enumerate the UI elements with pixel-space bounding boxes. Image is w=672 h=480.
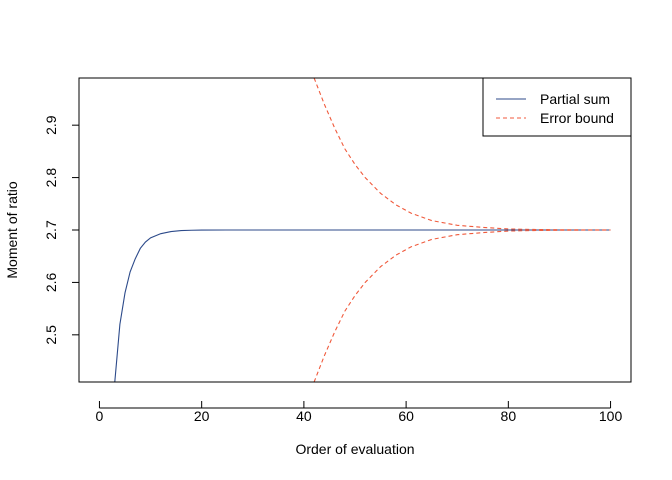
x-tick-label: 60	[398, 408, 414, 424]
x-tick-label: 100	[599, 408, 623, 424]
legend-label: Partial sum	[540, 91, 610, 107]
x-tick-label: 40	[296, 408, 312, 424]
x-axis: 0 20 40 60 80 100	[96, 401, 623, 424]
x-axis-title: Order of evaluation	[295, 441, 414, 457]
y-axis: 2.5 2.6 2.7 2.8 2.9	[43, 115, 80, 345]
series-error-bound-line-2	[313, 229, 611, 382]
y-tick-label: 2.8	[43, 168, 59, 188]
y-tick-label: 2.6	[43, 272, 59, 292]
x-tick-label: 20	[194, 408, 210, 424]
plot-lines	[114, 78, 611, 382]
series-error-bound-line-1	[313, 78, 611, 231]
series-partial-sum-line	[114, 229, 611, 382]
y-tick-label: 2.5	[43, 325, 59, 345]
x-tick-label: 80	[501, 408, 517, 424]
y-tick-label: 2.7	[43, 220, 59, 240]
legend: Partial sum Error bound	[482, 77, 632, 137]
legend-label: Error bound	[540, 110, 614, 126]
x-tick-label: 0	[96, 408, 104, 424]
legend-box	[482, 77, 632, 137]
y-axis-title: Moment of ratio	[4, 181, 20, 278]
y-tick-label: 2.9	[43, 115, 59, 135]
